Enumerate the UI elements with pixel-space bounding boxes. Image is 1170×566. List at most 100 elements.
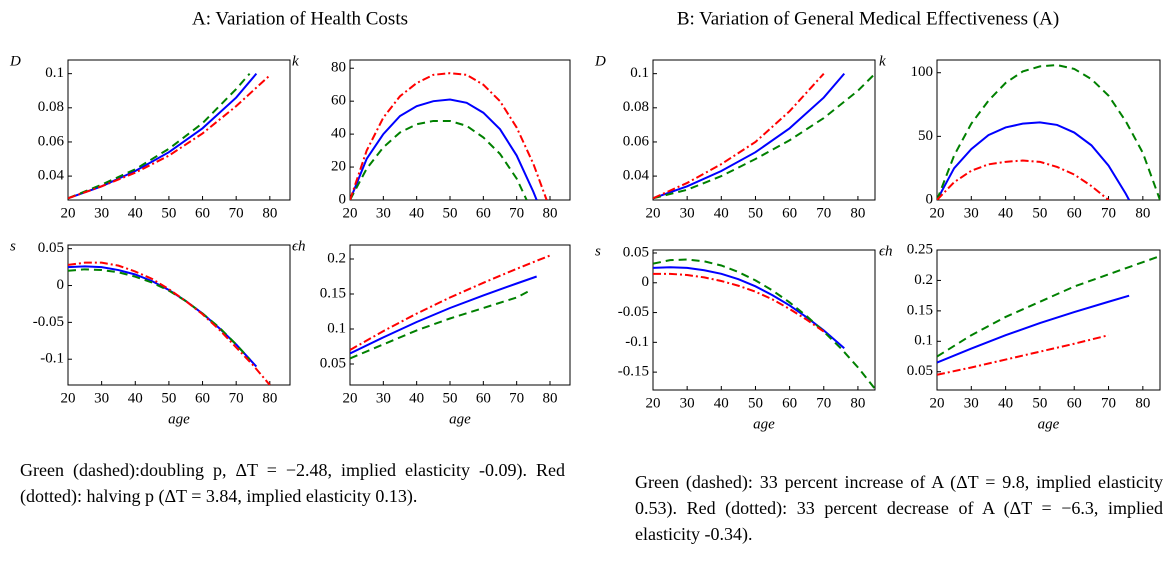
x-tick-label: 50 xyxy=(161,205,176,221)
y-tick-label: 0.05 xyxy=(320,355,346,371)
x-tick-label: 20 xyxy=(61,390,76,406)
y-tick-label: 0.2 xyxy=(914,272,933,288)
series-line xyxy=(937,334,1109,376)
y-tick-label: 0.05 xyxy=(907,363,933,379)
series-line xyxy=(653,73,846,200)
x-tick-label: 80 xyxy=(262,390,277,406)
x-tick-label: 40 xyxy=(714,205,729,221)
x-tick-label: 20 xyxy=(646,395,661,411)
x-tick-label: 20 xyxy=(930,205,945,221)
x-tick-label: 40 xyxy=(714,395,729,411)
caption: Green (dashed): 33 percent increase of A… xyxy=(635,472,1163,544)
y-axis-label: D xyxy=(9,53,21,69)
plot-frame xyxy=(652,59,876,201)
plot-frame xyxy=(349,244,571,386)
x-tick-label: 60 xyxy=(195,390,210,406)
y-tick-label: 80 xyxy=(331,60,346,76)
x-tick-label: 60 xyxy=(476,390,491,406)
y-axis-label: k xyxy=(879,53,886,69)
x-tick-label: 20 xyxy=(646,205,661,221)
series-line xyxy=(653,258,875,390)
x-axis-label: age xyxy=(449,411,471,427)
x-tick-label: 80 xyxy=(850,205,865,221)
x-axis-label: age xyxy=(1038,416,1060,432)
y-tick-label: 60 xyxy=(331,93,346,109)
x-axis-label: age xyxy=(753,416,775,432)
panel-title: A: Variation of Health Costs xyxy=(192,8,408,29)
x-tick-label: 70 xyxy=(509,205,524,221)
plot-frame xyxy=(349,59,571,201)
series-line xyxy=(350,72,548,200)
x-tick-label: 80 xyxy=(262,205,277,221)
series-line xyxy=(68,73,258,200)
y-axis-label: ϵh xyxy=(292,238,306,254)
plot-frame xyxy=(652,249,876,391)
x-tick-label: 40 xyxy=(409,205,424,221)
y-axis-label: s xyxy=(10,238,16,254)
x-tick-label: 30 xyxy=(376,205,391,221)
series-line xyxy=(937,255,1160,358)
plot-frame xyxy=(936,59,1161,201)
caption: Green (dashed):doubling p, ΔT = −2.48, i… xyxy=(20,460,565,506)
y-tick-label: 0.05 xyxy=(623,244,649,260)
x-tick-label: 40 xyxy=(409,390,424,406)
y-tick-label: 0 xyxy=(339,191,347,207)
y-tick-label: 0.04 xyxy=(38,168,65,184)
y-tick-label: -0.05 xyxy=(618,304,649,320)
x-tick-label: 80 xyxy=(543,205,558,221)
y-tick-label: 0.08 xyxy=(38,99,64,115)
subplot: 20 30 40 50 60 70 80 0.05 0 -0.05 -0.1 s age xyxy=(10,238,291,427)
x-tick-label: 20 xyxy=(343,390,358,406)
x-tick-label: 30 xyxy=(376,390,391,406)
subplot: 20 30 40 50 60 70 80 0.05 0.1 0.15 0.2 ϵh age xyxy=(292,238,571,427)
subplot: 20 30 40 50 60 70 80 0 50 100 k xyxy=(879,53,1161,221)
subplot: 20 30 40 50 60 70 80 0.04 0.06 0.08 0.1 D xyxy=(9,53,291,221)
y-tick-label: 0.05 xyxy=(38,240,64,256)
y-tick-label: 0 xyxy=(642,274,650,290)
plot-frame xyxy=(67,244,291,386)
subplot: 20 30 40 50 60 70 80 0.05 0.1 0.15 0.2 0.25 ϵh age xyxy=(879,241,1161,432)
series-line xyxy=(68,261,271,385)
y-tick-label: -0.15 xyxy=(618,364,649,380)
x-tick-label: 30 xyxy=(680,205,695,221)
x-tick-label: 50 xyxy=(443,390,458,406)
y-axis-label: s xyxy=(595,243,601,259)
y-tick-label: 0.08 xyxy=(623,99,649,115)
x-tick-label: 50 xyxy=(748,395,763,411)
subplot: 20 30 40 50 60 70 80 0.04 0.06 0.08 0.1 D xyxy=(594,53,876,221)
y-tick-label: 50 xyxy=(918,128,933,144)
y-tick-label: 0.1 xyxy=(327,320,346,336)
x-tick-label: 20 xyxy=(61,205,76,221)
x-tick-label: 60 xyxy=(1067,395,1082,411)
x-tick-label: 80 xyxy=(1135,395,1150,411)
x-tick-label: 60 xyxy=(1067,205,1082,221)
x-tick-label: 80 xyxy=(850,395,865,411)
series-line xyxy=(653,266,845,350)
subplot: 20 30 40 50 60 70 80 0.05 0 -0.05 -0.1 -0.15 s age xyxy=(595,243,876,432)
y-axis-label: D xyxy=(594,53,606,69)
x-tick-label: 50 xyxy=(1032,205,1047,221)
x-tick-label: 50 xyxy=(748,205,763,221)
x-tick-label: 60 xyxy=(476,205,491,221)
x-tick-label: 70 xyxy=(229,205,244,221)
charts: A: Variation of Health Costs B: Variatio… xyxy=(9,8,1161,432)
x-tick-label: 70 xyxy=(816,395,831,411)
y-tick-label: 0.04 xyxy=(623,168,650,184)
x-tick-label: 20 xyxy=(343,205,358,221)
x-tick-label: 30 xyxy=(964,395,979,411)
series-line xyxy=(350,98,538,200)
x-tick-label: 30 xyxy=(94,205,109,221)
plot-frame xyxy=(936,249,1161,391)
series-line xyxy=(350,275,537,355)
x-tick-label: 80 xyxy=(1135,205,1150,221)
series-line xyxy=(937,294,1130,364)
series-line xyxy=(68,265,258,368)
x-tick-label: 20 xyxy=(930,395,945,411)
y-tick-label: 0.1 xyxy=(45,65,64,81)
x-tick-label: 50 xyxy=(443,205,458,221)
x-tick-label: 40 xyxy=(128,390,143,406)
series-line xyxy=(68,268,251,360)
series-line xyxy=(653,272,825,333)
y-tick-label: 0 xyxy=(57,277,65,293)
